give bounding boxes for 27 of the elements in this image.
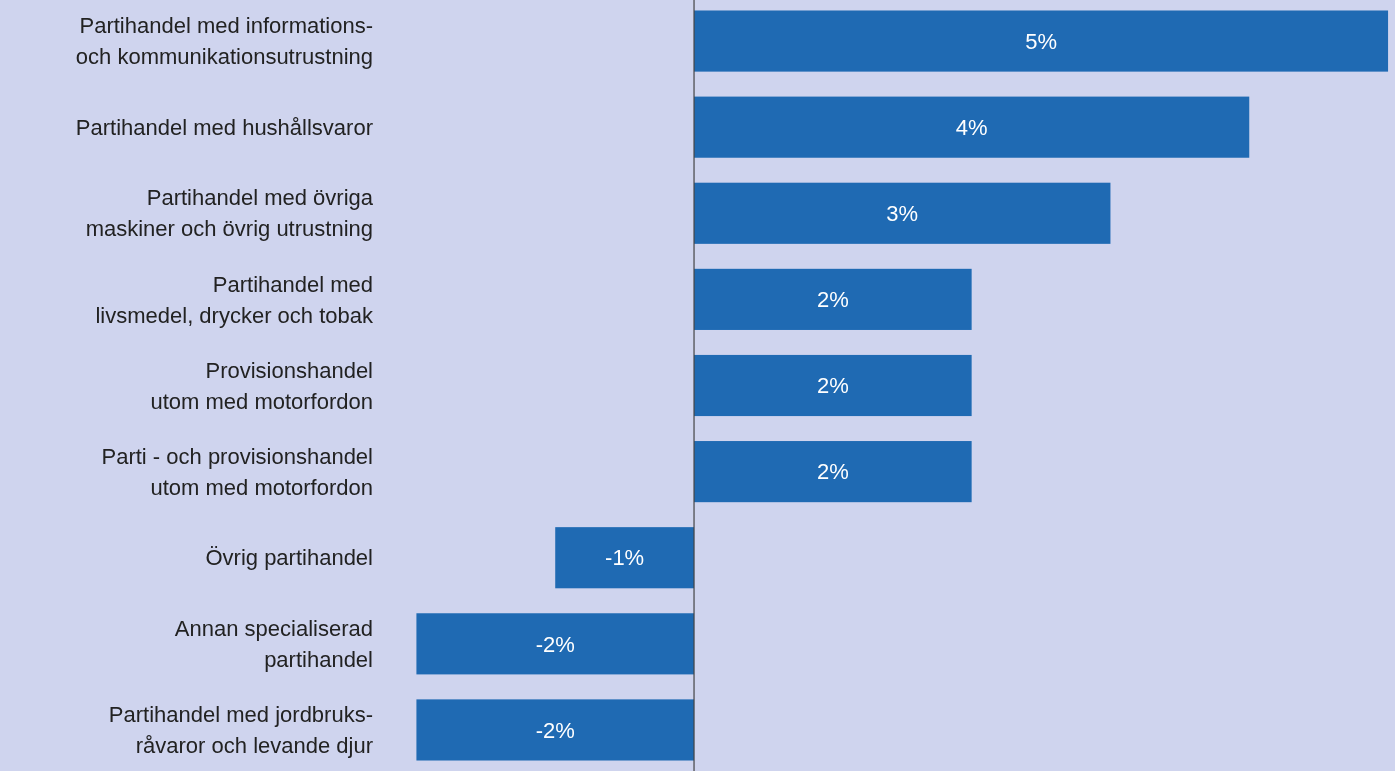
data-label: 2% (816, 287, 849, 313)
y-tick-label: Provisionshandel utom med motorfordon (150, 357, 373, 414)
data-label: -2% (535, 717, 575, 743)
bar (416, 699, 695, 761)
bar (694, 96, 1250, 158)
data-label: 3% (886, 200, 919, 226)
bar (694, 10, 1389, 72)
y-tick-label: Partihandel med livsmedel, drycker och tobak (95, 271, 374, 328)
y-tick-label: Partihandel med jordbruks- råvaror och levande djur (108, 702, 373, 759)
y-tick-label: Partihandel med övriga maskiner och övrig utrustning (85, 185, 374, 242)
bar (555, 527, 695, 589)
bar (416, 613, 695, 675)
bar (694, 354, 972, 417)
y-tick-label: Parti - och provisionshandel utom med motorfordon (101, 443, 373, 500)
data-label: 4% (955, 114, 988, 140)
bar (694, 441, 972, 503)
data-label: 5% (1025, 28, 1057, 54)
bar (694, 268, 972, 330)
y-tick-label: Partihandel med hushållsvaror (75, 114, 373, 140)
data-label: -1% (605, 545, 645, 571)
bar (694, 182, 1111, 244)
data-label: -2% (535, 631, 575, 657)
data-label: 2% (816, 373, 849, 399)
y-tick-label: Partihandel med informations- och kommunikationsutrustning (75, 13, 373, 70)
data-label: 2% (816, 459, 849, 485)
y-tick-label: Övrig partihandel (205, 545, 373, 571)
y-tick-label: Annan specialiserad partihandel (174, 616, 373, 673)
